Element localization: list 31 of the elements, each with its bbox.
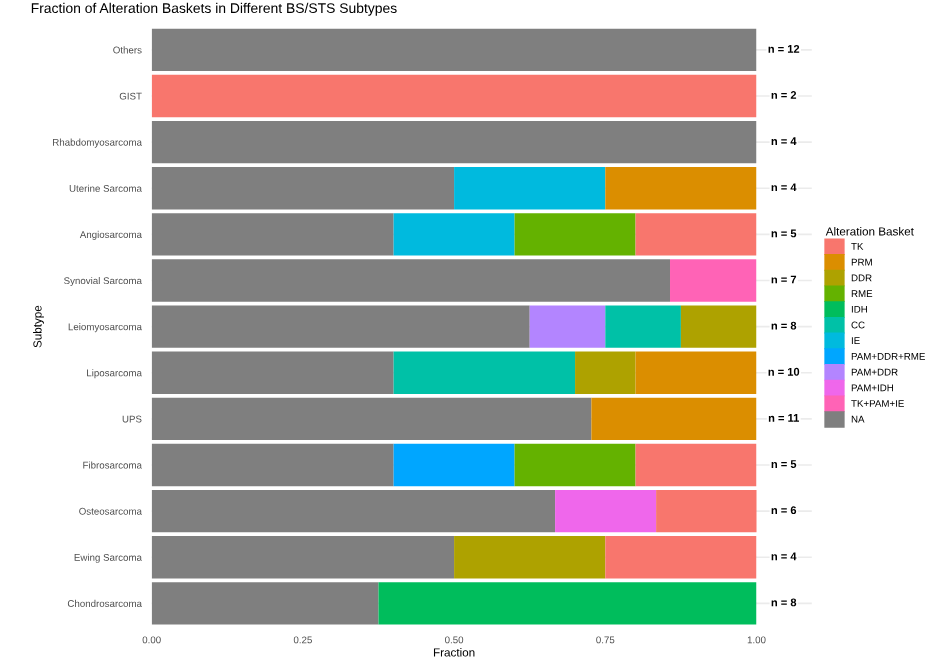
bar xyxy=(575,351,636,394)
bar xyxy=(151,443,394,487)
bar xyxy=(656,489,757,533)
bar xyxy=(393,443,515,487)
bar xyxy=(529,305,606,348)
bar xyxy=(555,489,657,533)
bar xyxy=(151,167,455,210)
bar xyxy=(151,397,592,441)
bar xyxy=(635,213,757,256)
bar xyxy=(393,351,576,394)
bar xyxy=(605,305,681,348)
bar xyxy=(635,351,757,394)
bar xyxy=(605,536,757,579)
bar xyxy=(151,351,394,394)
bar xyxy=(378,582,757,625)
bar xyxy=(151,582,379,625)
bar xyxy=(454,167,606,210)
bar xyxy=(151,536,455,579)
bar xyxy=(514,443,636,487)
bar xyxy=(393,213,515,256)
bar xyxy=(670,259,757,302)
bar xyxy=(151,120,757,164)
bar xyxy=(635,443,757,487)
bar xyxy=(605,167,757,210)
bar xyxy=(151,28,757,72)
bar xyxy=(514,213,636,256)
bar xyxy=(680,305,757,348)
bar xyxy=(454,536,606,579)
bar xyxy=(591,397,757,441)
bar xyxy=(151,74,757,118)
bar xyxy=(151,489,556,533)
